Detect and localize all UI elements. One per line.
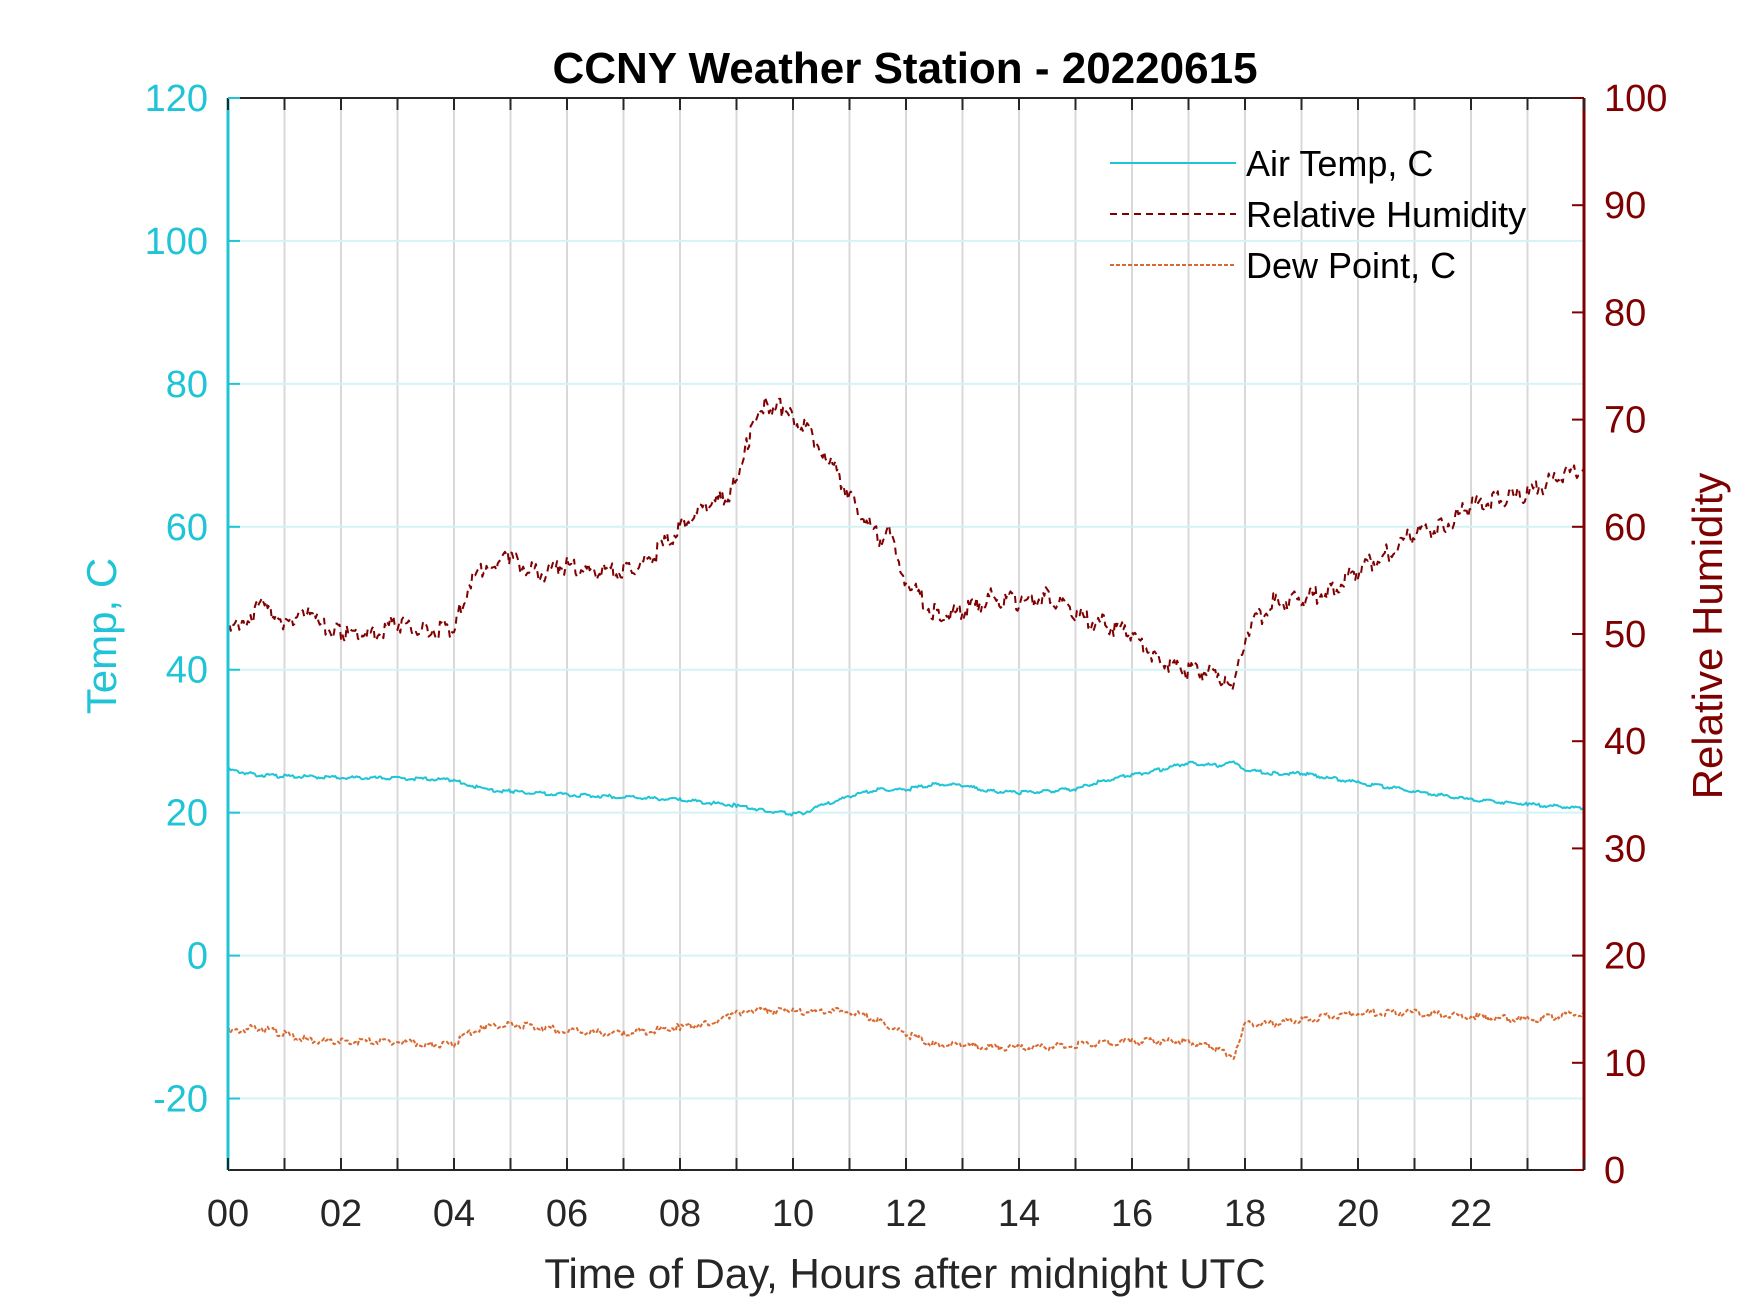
y-right-tick-label: 20 bbox=[1604, 936, 1646, 978]
y-left-tick-label: 40 bbox=[166, 650, 208, 692]
y-right-tick-label: 40 bbox=[1604, 721, 1646, 763]
y-axis-right-label: Relative Humidity bbox=[1684, 473, 1731, 800]
series-line-relative-humidity bbox=[227, 395, 1585, 692]
y-left-tick-label: 0 bbox=[187, 936, 208, 978]
y-right-tick-label: 70 bbox=[1604, 400, 1646, 442]
y-left-tick-label: 20 bbox=[166, 793, 208, 835]
series-line-air-temp-c bbox=[227, 760, 1584, 817]
x-tick-label: 12 bbox=[885, 1193, 927, 1235]
y-right-tick-label: 90 bbox=[1604, 185, 1646, 227]
grid bbox=[228, 98, 1584, 1170]
legend-label: Relative Humidity bbox=[1246, 194, 1526, 235]
x-tick-label: 00 bbox=[207, 1193, 249, 1235]
x-tick-label: 14 bbox=[998, 1193, 1040, 1235]
legend-label: Dew Point, C bbox=[1246, 245, 1456, 286]
x-tick-label: 10 bbox=[772, 1193, 814, 1235]
x-tick-label: 22 bbox=[1450, 1193, 1492, 1235]
y-left-tick-label: 80 bbox=[166, 364, 208, 406]
x-tick-label: 16 bbox=[1111, 1193, 1153, 1235]
y-right-tick-label: 30 bbox=[1604, 828, 1646, 870]
y-left-tick-label: 100 bbox=[145, 221, 208, 263]
y-right-tick-label: 0 bbox=[1604, 1150, 1625, 1192]
y-right-tick-label: 10 bbox=[1604, 1043, 1646, 1085]
legend: Air Temp, C Relative Humidity Dew Point, C bbox=[1110, 143, 1526, 286]
x-tick-label: 06 bbox=[546, 1193, 588, 1235]
series-group bbox=[227, 395, 1585, 1060]
x-tick-label: 18 bbox=[1224, 1193, 1266, 1235]
y-left-tick-label: 120 bbox=[145, 78, 208, 120]
x-tick-label: 08 bbox=[659, 1193, 701, 1235]
y-right-tick-label: 50 bbox=[1604, 614, 1646, 656]
x-axis-label: Time of Day, Hours after midnight UTC bbox=[544, 1250, 1265, 1297]
legend-label: Air Temp, C bbox=[1246, 143, 1433, 184]
y-axis-left-label: Temp, C bbox=[78, 558, 125, 714]
x-tick-label: 20 bbox=[1337, 1193, 1379, 1235]
y-right-tick-label: 60 bbox=[1604, 507, 1646, 549]
y-right-tick-label: 100 bbox=[1604, 78, 1667, 120]
x-tick-label: 02 bbox=[320, 1193, 362, 1235]
chart-title: CCNY Weather Station - 20220615 bbox=[552, 44, 1257, 93]
y-left-tick-label: -20 bbox=[153, 1079, 208, 1121]
x-tick-label: 04 bbox=[433, 1193, 475, 1235]
axes: 00 02 04 06 08 10 12 14 16 18 20 22-200204060801001… bbox=[145, 78, 1668, 1235]
series-line-dew-point-c bbox=[227, 1006, 1585, 1060]
y-right-tick-label: 80 bbox=[1604, 292, 1646, 334]
y-left-tick-label: 60 bbox=[166, 507, 208, 549]
